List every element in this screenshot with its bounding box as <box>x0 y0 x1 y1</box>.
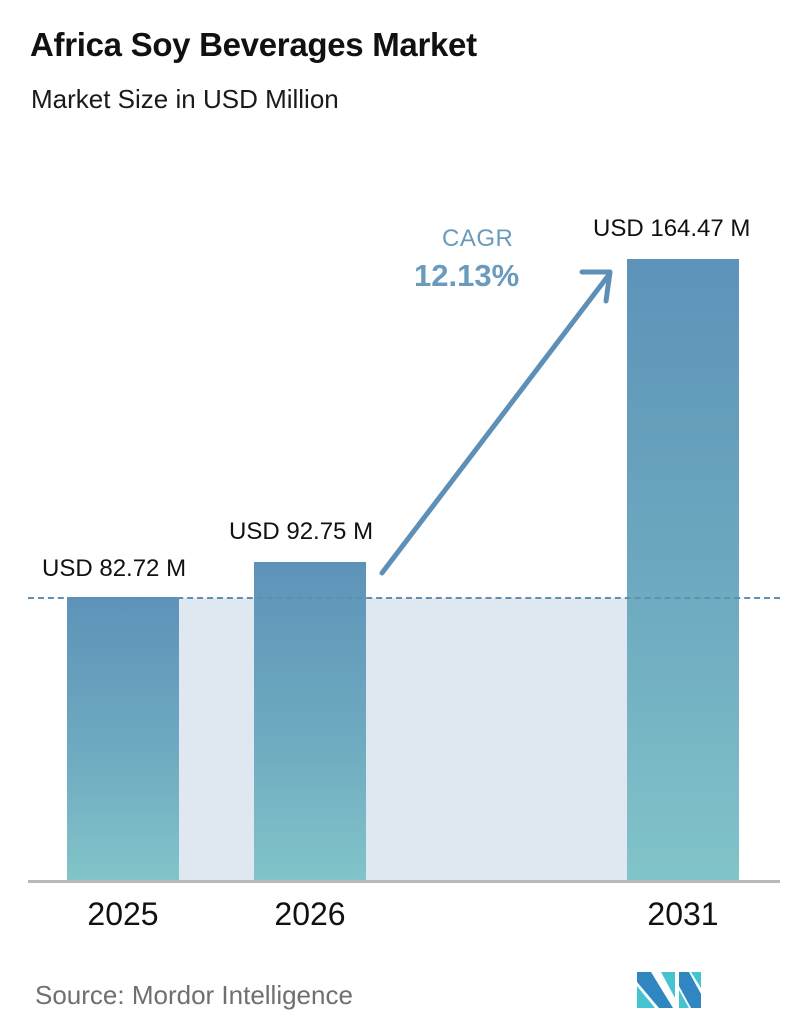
chart-subtitle: Market Size in USD Million <box>31 84 339 114</box>
value-label-2031: USD 164.47 M <box>593 215 751 242</box>
reference-dashed-line <box>28 597 780 599</box>
bar-2026 <box>254 562 366 880</box>
source-text: Source: Mordor Intelligence <box>35 980 353 1010</box>
mordor-intelligence-logo-icon <box>637 972 701 1008</box>
chart-title: Africa Soy Beverages Market <box>30 26 477 63</box>
cagr-value: 12.13% <box>414 258 520 293</box>
value-label-2026: USD 92.75 M <box>229 518 374 545</box>
value-label-2025: USD 82.72 M <box>42 555 187 582</box>
x-label-2026: 2026 <box>274 896 346 932</box>
x-label-2031: 2031 <box>647 896 719 932</box>
cagr-label: CAGR <box>442 225 514 252</box>
x-label-2025: 2025 <box>87 896 159 932</box>
bar-2031 <box>627 259 739 880</box>
bar-2025 <box>67 597 179 880</box>
x-axis-baseline <box>28 880 780 883</box>
